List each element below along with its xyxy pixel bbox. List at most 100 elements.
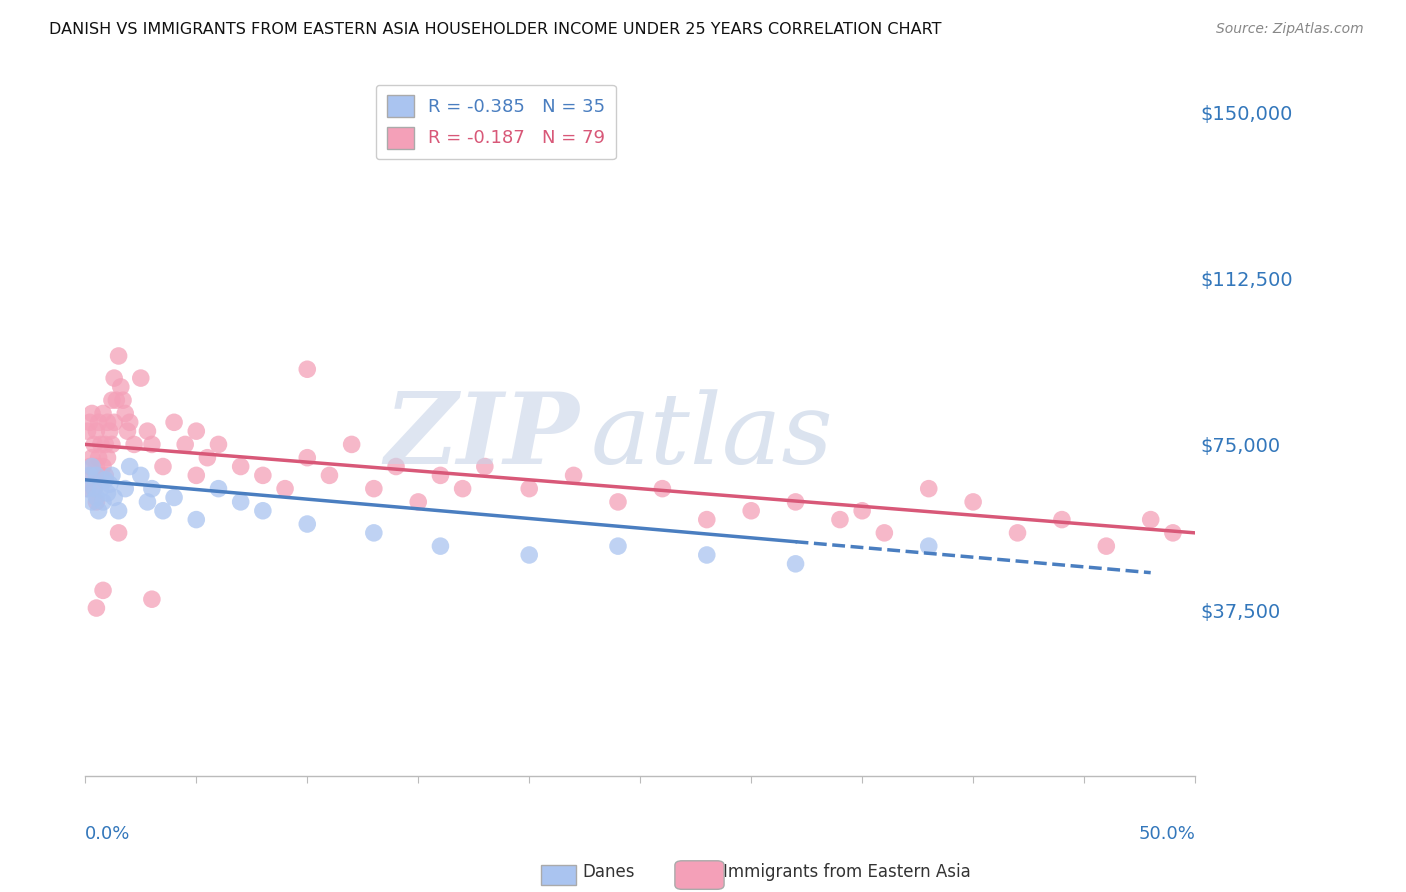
Point: [90, 468, 112, 483]
Text: Source: ZipAtlas.com: Source: ZipAtlas.com: [1216, 22, 1364, 37]
Point: [207, 437, 229, 451]
Point: [87, 504, 110, 518]
Point: [740, 504, 762, 518]
Point: [80, 459, 103, 474]
Point: [90, 437, 112, 451]
Point: [91, 407, 114, 421]
Point: [517, 482, 540, 496]
Point: [96, 450, 118, 465]
Point: [406, 495, 429, 509]
Text: 50.0%: 50.0%: [1139, 825, 1195, 843]
Point: [94, 473, 117, 487]
Point: [1007, 525, 1029, 540]
Point: [91, 495, 114, 509]
Point: [429, 468, 451, 483]
Point: [163, 491, 186, 505]
Point: [152, 459, 174, 474]
Point: [136, 424, 159, 438]
Point: [105, 393, 128, 408]
Point: [363, 525, 385, 540]
Point: [517, 548, 540, 562]
Point: [86, 424, 108, 438]
Point: [385, 459, 408, 474]
Text: Immigrants from Eastern Asia: Immigrants from Eastern Asia: [723, 863, 970, 881]
Point: [80, 495, 103, 509]
Point: [117, 424, 139, 438]
Point: [252, 468, 274, 483]
Point: [83, 482, 105, 496]
Point: [918, 539, 941, 553]
Point: [103, 415, 125, 429]
Point: [141, 482, 163, 496]
Point: [186, 424, 208, 438]
Point: [80, 450, 103, 465]
Text: 0.0%: 0.0%: [86, 825, 131, 843]
Point: [562, 468, 585, 483]
Point: [118, 415, 141, 429]
Point: [79, 459, 101, 474]
Point: [83, 437, 105, 451]
Text: ZIP: ZIP: [384, 388, 579, 484]
Point: [340, 437, 363, 451]
Point: [152, 504, 174, 518]
Point: [112, 393, 135, 408]
Point: [98, 424, 121, 438]
Point: [318, 468, 340, 483]
Point: [163, 415, 186, 429]
Point: [86, 495, 108, 509]
Point: [186, 513, 208, 527]
Point: [229, 459, 252, 474]
Point: [962, 495, 984, 509]
Text: Danes: Danes: [582, 863, 634, 881]
Point: [96, 486, 118, 500]
Point: [76, 482, 98, 496]
Point: [83, 482, 105, 496]
Point: [110, 380, 132, 394]
Point: [86, 459, 108, 474]
Point: [186, 468, 208, 483]
Point: [101, 393, 124, 408]
Point: [785, 495, 807, 509]
Point: [79, 415, 101, 429]
Point: [103, 491, 125, 505]
Point: [141, 437, 163, 451]
Point: [651, 482, 673, 496]
Point: [451, 482, 474, 496]
Point: [429, 539, 451, 553]
Point: [107, 504, 129, 518]
Point: [696, 513, 718, 527]
Point: [873, 525, 896, 540]
Point: [91, 459, 114, 474]
Point: [94, 437, 117, 451]
Point: [229, 495, 252, 509]
Point: [76, 482, 98, 496]
Point: [1095, 539, 1118, 553]
Point: [101, 437, 124, 451]
Point: [76, 424, 98, 438]
Point: [297, 362, 319, 376]
Point: [101, 468, 124, 483]
Point: [141, 592, 163, 607]
Point: [607, 495, 630, 509]
Point: [98, 477, 121, 491]
Point: [114, 407, 136, 421]
Point: [129, 371, 152, 385]
Text: atlas: atlas: [591, 389, 832, 484]
Point: [122, 437, 145, 451]
Point: [363, 482, 385, 496]
Point: [80, 407, 103, 421]
Point: [474, 459, 496, 474]
Point: [1050, 513, 1073, 527]
Point: [828, 513, 851, 527]
Point: [207, 482, 229, 496]
Point: [107, 349, 129, 363]
Point: [86, 491, 108, 505]
Point: [96, 415, 118, 429]
Point: [129, 468, 152, 483]
Point: [195, 450, 218, 465]
Legend: R = -0.385   N = 35, R = -0.187   N = 79: R = -0.385 N = 35, R = -0.187 N = 79: [375, 85, 616, 160]
Point: [107, 525, 129, 540]
Point: [79, 468, 101, 483]
Point: [274, 482, 297, 496]
Point: [114, 482, 136, 496]
